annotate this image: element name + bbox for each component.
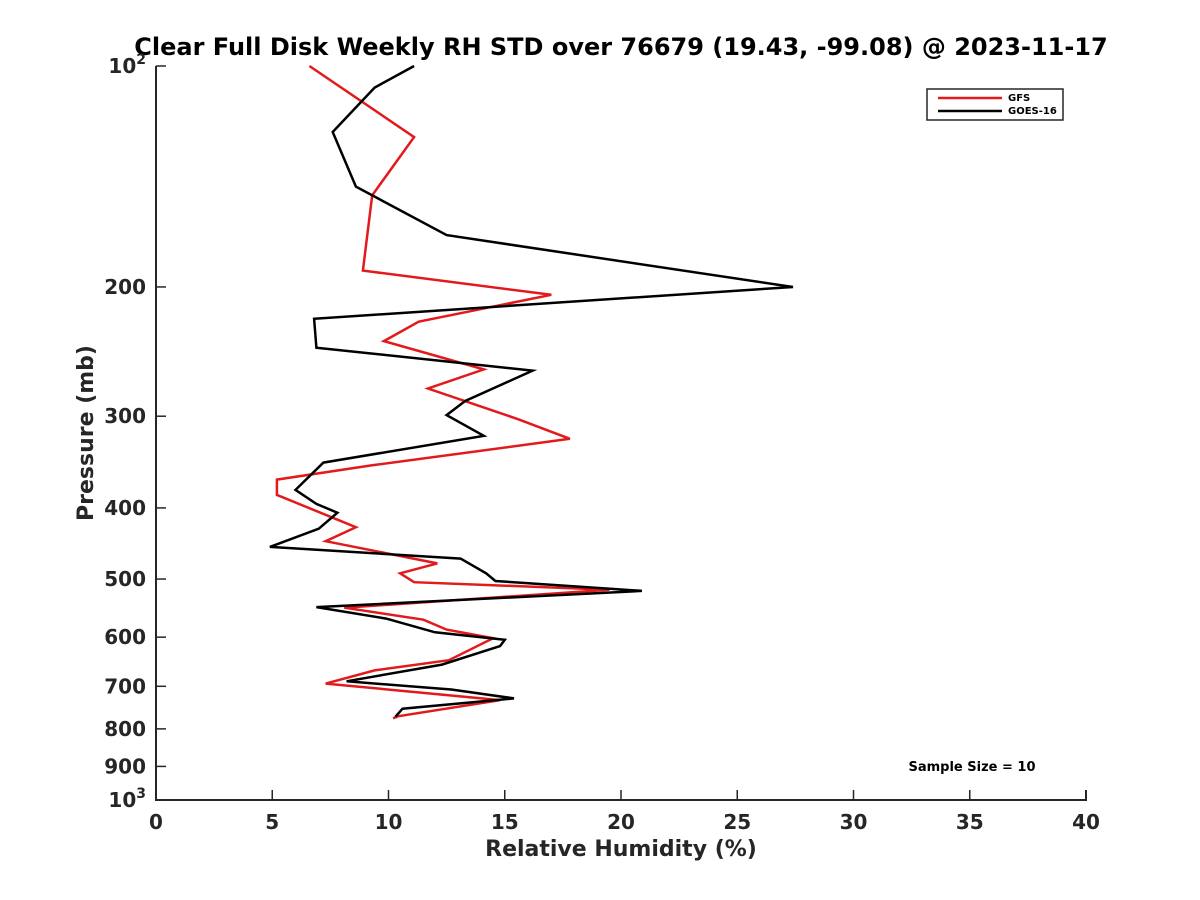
sample-size-annotation: Sample Size = 10	[908, 760, 1035, 775]
x-tick-label: 5	[265, 810, 279, 834]
x-axis-label: Relative Humidity (%)	[485, 837, 757, 862]
y-tick-label: 400	[104, 496, 146, 520]
x-axis-ticks: 0 5 10 15 20 25 30 35 40	[149, 790, 1100, 834]
x-tick-label: 25	[723, 810, 751, 834]
legend: GFS GOES-16	[926, 88, 1064, 121]
y-tick-label: 103	[108, 786, 146, 812]
y-tick-label: 900	[104, 754, 146, 778]
chart-title: Clear Full Disk Weekly RH STD over 76679…	[134, 33, 1107, 61]
x-tick-label: 20	[607, 810, 635, 834]
x-tick-label: 0	[149, 810, 163, 834]
y-tick-label: 600	[104, 625, 146, 649]
x-tick-label: 40	[1072, 810, 1100, 834]
plot-area	[155, 64, 1087, 801]
x-tick-label: 15	[491, 810, 519, 834]
y-tick-label: 200	[104, 275, 146, 299]
series-layer	[269, 64, 794, 720]
y-axis-ticks: 102 200 300 400 500 600 700 800 900 103	[104, 52, 166, 812]
x-tick-label: 30	[840, 810, 868, 834]
x-tick-label: 10	[375, 810, 403, 834]
y-tick-label: 300	[104, 404, 146, 428]
series-line-goes-16	[269, 64, 794, 718]
y-tick-label: 102	[108, 52, 146, 78]
series-line-gfs	[275, 64, 610, 720]
y-tick-label: 500	[104, 567, 146, 591]
axis-frame	[155, 66, 1087, 801]
y-tick-label: 700	[104, 674, 146, 698]
y-axis-label: Pressure (mb)	[74, 345, 99, 521]
legend-label-goes-16: GOES-16	[1008, 106, 1057, 117]
y-tick-label: 800	[104, 717, 146, 741]
legend-label-gfs: GFS	[1008, 93, 1030, 104]
x-tick-label: 35	[956, 810, 984, 834]
legend-box	[926, 88, 1064, 121]
